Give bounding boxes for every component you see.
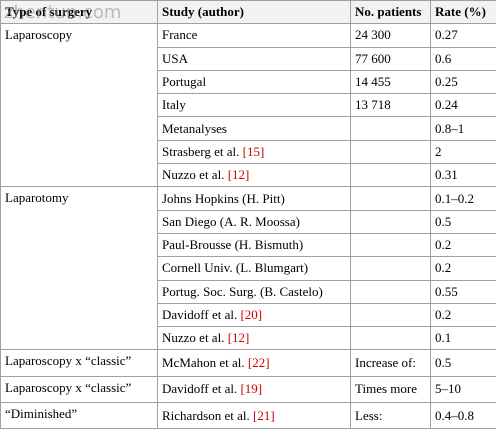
study-name: Nuzzo et al. (162, 167, 224, 182)
study-cell: Strasberg et al. [15] (158, 140, 351, 163)
study-name: Davidoff et al. (162, 381, 237, 396)
study-cell: Davidoff et al. [20] (158, 303, 351, 326)
study-cell: Paul-Brousse (H. Bismuth) (158, 233, 351, 256)
study-cell: Nuzzo et al. [12] (158, 164, 351, 187)
patients-cell (351, 303, 431, 326)
rate-cell: 0.5 (431, 350, 496, 376)
patients-cell (351, 233, 431, 256)
patients-cell: 77 600 (351, 47, 431, 70)
table-row: Laparoscopy x “classic”Davidoff et al. [… (1, 376, 496, 402)
reference: [12] (228, 330, 250, 345)
patients-cell (351, 187, 431, 210)
study-name: Metanalyses (162, 121, 227, 136)
study-name: Johns Hopkins (H. Pitt) (162, 191, 285, 206)
reference: [20] (240, 307, 262, 322)
rate-cell: 0.2 (431, 257, 496, 280)
rate-cell: 0.4–0.8 (431, 403, 496, 429)
study-cell: Portugal (158, 70, 351, 93)
surgery-type-cell: Laparoscopy x “classic” (1, 376, 158, 402)
study-name: Richardson et al. (162, 408, 250, 423)
header-row: Type of surgery Study (author) No. patie… (1, 1, 496, 24)
header-cell: Study (author) (158, 1, 351, 24)
patients-cell: 14 455 (351, 70, 431, 93)
rate-cell: 0.24 (431, 94, 496, 117)
rate-cell: 0.6 (431, 47, 496, 70)
rate-cell: 5–10 (431, 376, 496, 402)
study-cell: Metanalyses (158, 117, 351, 140)
reference: [22] (248, 355, 270, 370)
rate-cell: 0.5 (431, 210, 496, 233)
surgery-type-cell: “Diminished” (1, 403, 158, 429)
patients-cell (351, 280, 431, 303)
study-cell: Italy (158, 94, 351, 117)
patients-cell (351, 327, 431, 350)
patients-cell (351, 210, 431, 233)
study-name: Portug. Soc. Surg. (B. Castelo) (162, 284, 323, 299)
study-cell: Cornell Univ. (L. Blumgart) (158, 257, 351, 280)
rate-cell: 0.2 (431, 233, 496, 256)
study-cell: McMahon et al. [22] (158, 350, 351, 376)
study-cell: Richardson et al. [21] (158, 403, 351, 429)
patients-cell: Times more (351, 376, 431, 402)
patients-cell (351, 257, 431, 280)
study-name: Italy (162, 97, 186, 112)
patients-cell (351, 140, 431, 163)
header-cell: Rate (%) (431, 1, 496, 24)
study-name: USA (162, 51, 188, 66)
rate-cell: 0.27 (431, 24, 496, 47)
rate-cell: 0.55 (431, 280, 496, 303)
rate-cell: 0.25 (431, 70, 496, 93)
header-cell: Type of surgery (1, 1, 158, 24)
rate-cell: 0.1 (431, 327, 496, 350)
study-name: France (162, 27, 197, 42)
study-name: Portugal (162, 74, 206, 89)
rate-cell: 0.31 (431, 164, 496, 187)
patients-cell: 24 300 (351, 24, 431, 47)
reference: [12] (228, 167, 250, 182)
page: Type of surgery Study (author) No. patie… (0, 0, 496, 420)
surgery-type-cell: Laparoscopy x “classic” (1, 350, 158, 376)
rate-cell: 0.1–0.2 (431, 187, 496, 210)
patients-cell (351, 117, 431, 140)
reference: [15] (243, 144, 265, 159)
patients-cell (351, 164, 431, 187)
study-cell: Johns Hopkins (H. Pitt) (158, 187, 351, 210)
study-cell: Davidoff et al. [19] (158, 376, 351, 402)
table-row: Laparoscopy x “classic”McMahon et al. [2… (1, 350, 496, 376)
study-name: Nuzzo et al. (162, 330, 224, 345)
study-name: San Diego (A. R. Moossa) (162, 214, 300, 229)
rate-cell: 0.2 (431, 303, 496, 326)
patients-cell: 13 718 (351, 94, 431, 117)
study-name: Strasberg et al. (162, 144, 239, 159)
study-name: Cornell Univ. (L. Blumgart) (162, 260, 308, 275)
reference: [19] (240, 381, 262, 396)
surgery-type-cell: Laparotomy (1, 187, 158, 350)
study-name: McMahon et al. (162, 355, 245, 370)
rate-cell: 0.8–1 (431, 117, 496, 140)
study-name: Davidoff et al. (162, 307, 237, 322)
surgery-type-cell: Laparoscopy (1, 24, 158, 187)
patients-cell: Less: (351, 403, 431, 429)
patients-cell: Increase of: (351, 350, 431, 376)
study-cell: Portug. Soc. Surg. (B. Castelo) (158, 280, 351, 303)
rate-cell: 2 (431, 140, 496, 163)
reference: [21] (253, 408, 275, 423)
study-cell: France (158, 24, 351, 47)
study-cell: San Diego (A. R. Moossa) (158, 210, 351, 233)
table-header: Type of surgery Study (author) No. patie… (1, 1, 496, 24)
study-cell: Nuzzo et al. [12] (158, 327, 351, 350)
study-name: Paul-Brousse (H. Bismuth) (162, 237, 303, 252)
table-row: “Diminished”Richardson et al. [21]Less:0… (1, 403, 496, 429)
study-cell: USA (158, 47, 351, 70)
header-cell: No. patients (351, 1, 431, 24)
